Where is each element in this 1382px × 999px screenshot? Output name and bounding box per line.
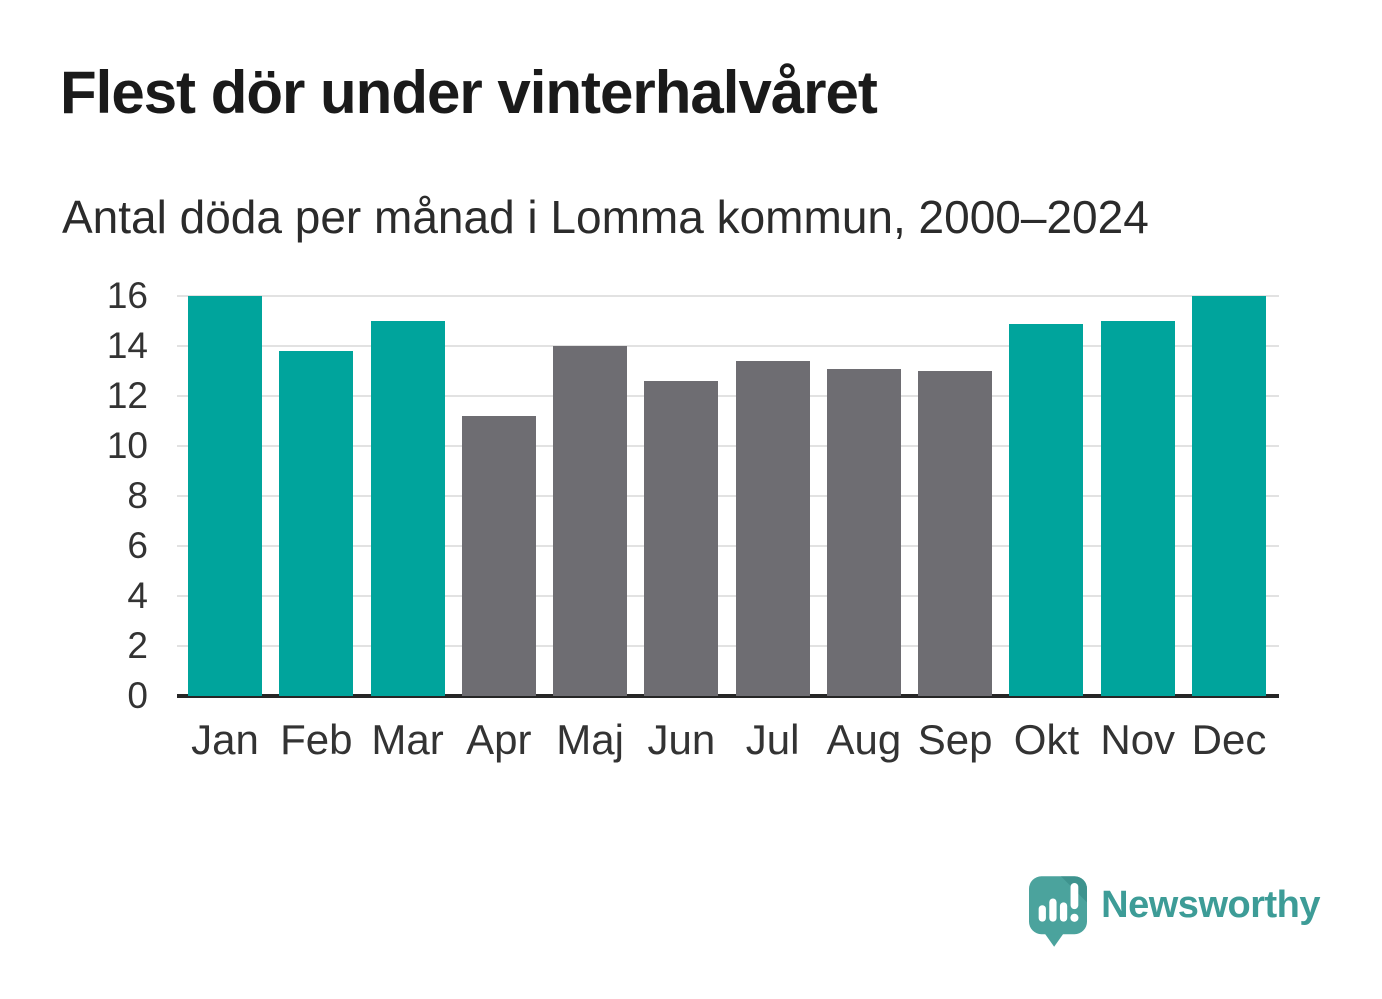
x-tick-label-Jan: Jan — [191, 716, 259, 763]
x-axis-labels: Jan Feb Mar Apr Maj Jun Jul Aug Sep Okt Nov Dec — [0, 714, 1382, 774]
chart-subtitle: Antal döda per månad i Lomma kommun, 200… — [62, 191, 1149, 243]
x-tick-label-Jul: Jul — [745, 716, 800, 763]
y-tick-label-6: 6 — [127, 525, 148, 566]
gridline-y4 — [177, 595, 1279, 597]
y-tick-label-8: 8 — [127, 475, 148, 516]
chart-title: Flest dör under vinterhalvåret — [60, 59, 878, 126]
y-tick-label-12: 12 — [106, 375, 148, 416]
y-tick-label-0: 0 — [127, 675, 148, 716]
x-tick-label-Apr: Apr — [466, 716, 532, 763]
bar-Dec — [1192, 296, 1266, 696]
plot-area — [177, 295, 1279, 698]
x-tick-label-Feb: Feb — [280, 716, 353, 763]
newsworthy-logo-icon — [1029, 876, 1088, 947]
x-tick-label-Mar: Mar — [371, 716, 444, 763]
gridline-y14 — [177, 345, 1279, 347]
bar-Sep — [918, 371, 993, 696]
x-tick-label-Sep: Sep — [917, 716, 993, 763]
brand-footer: Newsworthy — [1029, 876, 1320, 948]
x-tick-label-Dec: Dec — [1191, 716, 1267, 763]
bar-Apr — [461, 416, 536, 696]
y-axis-labels: 0 2 4 6 8 10 12 14 16 — [0, 275, 148, 716]
y-tick-label-4: 4 — [127, 575, 148, 616]
x-tick-label-Okt: Okt — [1013, 716, 1080, 763]
x-tick-label-Aug: Aug — [826, 716, 902, 763]
gridline-y12 — [177, 395, 1279, 397]
x-axis-line — [177, 694, 1279, 698]
bar-Maj — [553, 346, 628, 696]
x-tick-label-Jun: Jun — [647, 716, 716, 763]
bar-Nov — [1100, 321, 1175, 696]
gridline-y2 — [177, 645, 1279, 647]
bar-Feb — [279, 351, 354, 696]
x-tick-label-Nov: Nov — [1100, 716, 1176, 763]
bar-Aug — [826, 368, 901, 696]
gridline-y16 — [177, 295, 1279, 297]
x-tick-label-Maj: Maj — [556, 716, 624, 763]
bar-Jun — [644, 381, 719, 696]
bar-Okt — [1009, 323, 1084, 696]
gridline-y10 — [177, 445, 1279, 447]
gridline-y6 — [177, 545, 1279, 547]
bar-Jan — [188, 296, 262, 696]
y-tick-label-14: 14 — [106, 325, 148, 366]
y-tick-label-16: 16 — [106, 275, 148, 316]
y-tick-label-2: 2 — [127, 625, 148, 666]
bar-Jul — [735, 361, 810, 696]
y-tick-label-10: 10 — [106, 425, 148, 466]
bar-Mar — [370, 321, 445, 696]
brand-name: Newsworthy — [1101, 884, 1320, 926]
gridline-y8 — [177, 495, 1279, 497]
